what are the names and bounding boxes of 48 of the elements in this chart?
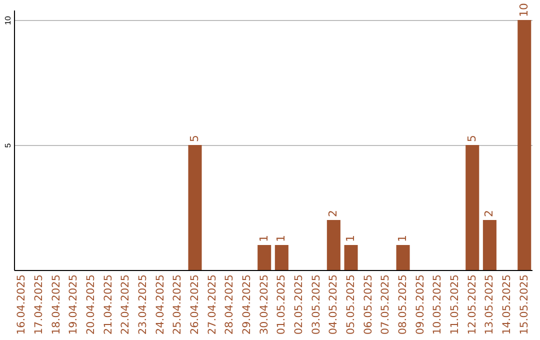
x-tick-label: 17.04.2025: [32, 274, 45, 335]
x-tick-label: 24.04.2025: [154, 274, 166, 335]
data-label: 1: [257, 235, 270, 242]
bar: [274, 245, 288, 270]
bar: [344, 245, 358, 270]
bar: [518, 20, 532, 270]
x-tick-label: 20.04.2025: [84, 274, 97, 335]
x-tick-label: 01.05.2025: [276, 274, 288, 335]
x-tick-label: 27.04.2025: [206, 274, 218, 335]
data-label: 5: [465, 135, 478, 142]
x-tick-label: 14.05.2025: [501, 274, 514, 335]
data-label: 2: [326, 210, 340, 217]
x-tick-label: 03.05.2025: [310, 274, 322, 335]
bar: [396, 245, 410, 270]
x-tick-label: 15.05.2025: [518, 274, 530, 335]
x-tick-label: 05.05.2025: [345, 274, 358, 335]
x-tick-label: 06.05.2025: [362, 274, 374, 335]
x-tick-label: 22.04.2025: [120, 274, 132, 335]
x-tick-label: 08.05.2025: [397, 274, 410, 335]
bar: [326, 220, 340, 270]
bar: [482, 220, 496, 270]
x-tick-label: 04.05.2025: [328, 274, 340, 335]
x-tick-label: 02.05.2025: [293, 274, 306, 335]
x-tick-label: 29.04.2025: [240, 274, 253, 335]
x-tick-label: 18.04.2025: [50, 274, 62, 335]
x-tick-label: 10.05.2025: [432, 274, 444, 335]
bar: [258, 245, 272, 270]
data-label: 1: [344, 235, 358, 242]
data-label: 5: [188, 135, 201, 142]
x-tick-label: 21.04.2025: [102, 274, 114, 335]
data-label: 10: [517, 3, 530, 17]
x-tick-label: 28.04.2025: [224, 274, 236, 335]
bar: [466, 145, 480, 270]
data-label: 1: [274, 235, 288, 242]
x-tick-label: 09.05.2025: [414, 274, 426, 335]
data-label: 2: [482, 210, 496, 217]
x-tick-label: 23.04.2025: [136, 274, 149, 335]
x-tick-label: 26.04.2025: [188, 274, 201, 335]
x-tick-label: 11.05.2025: [449, 274, 462, 335]
x-tick-label: 12.05.2025: [466, 274, 478, 335]
x-tick-label: 07.05.2025: [380, 274, 392, 335]
x-tick-label: 25.04.2025: [172, 274, 184, 335]
data-label: 1: [396, 235, 410, 242]
x-tick-label: 16.04.2025: [16, 274, 28, 335]
x-tick-label: 30.04.2025: [258, 274, 270, 335]
x-tick-label: 19.04.2025: [68, 274, 80, 335]
bar: [188, 145, 202, 270]
x-tick-label: 13.05.2025: [484, 274, 496, 335]
